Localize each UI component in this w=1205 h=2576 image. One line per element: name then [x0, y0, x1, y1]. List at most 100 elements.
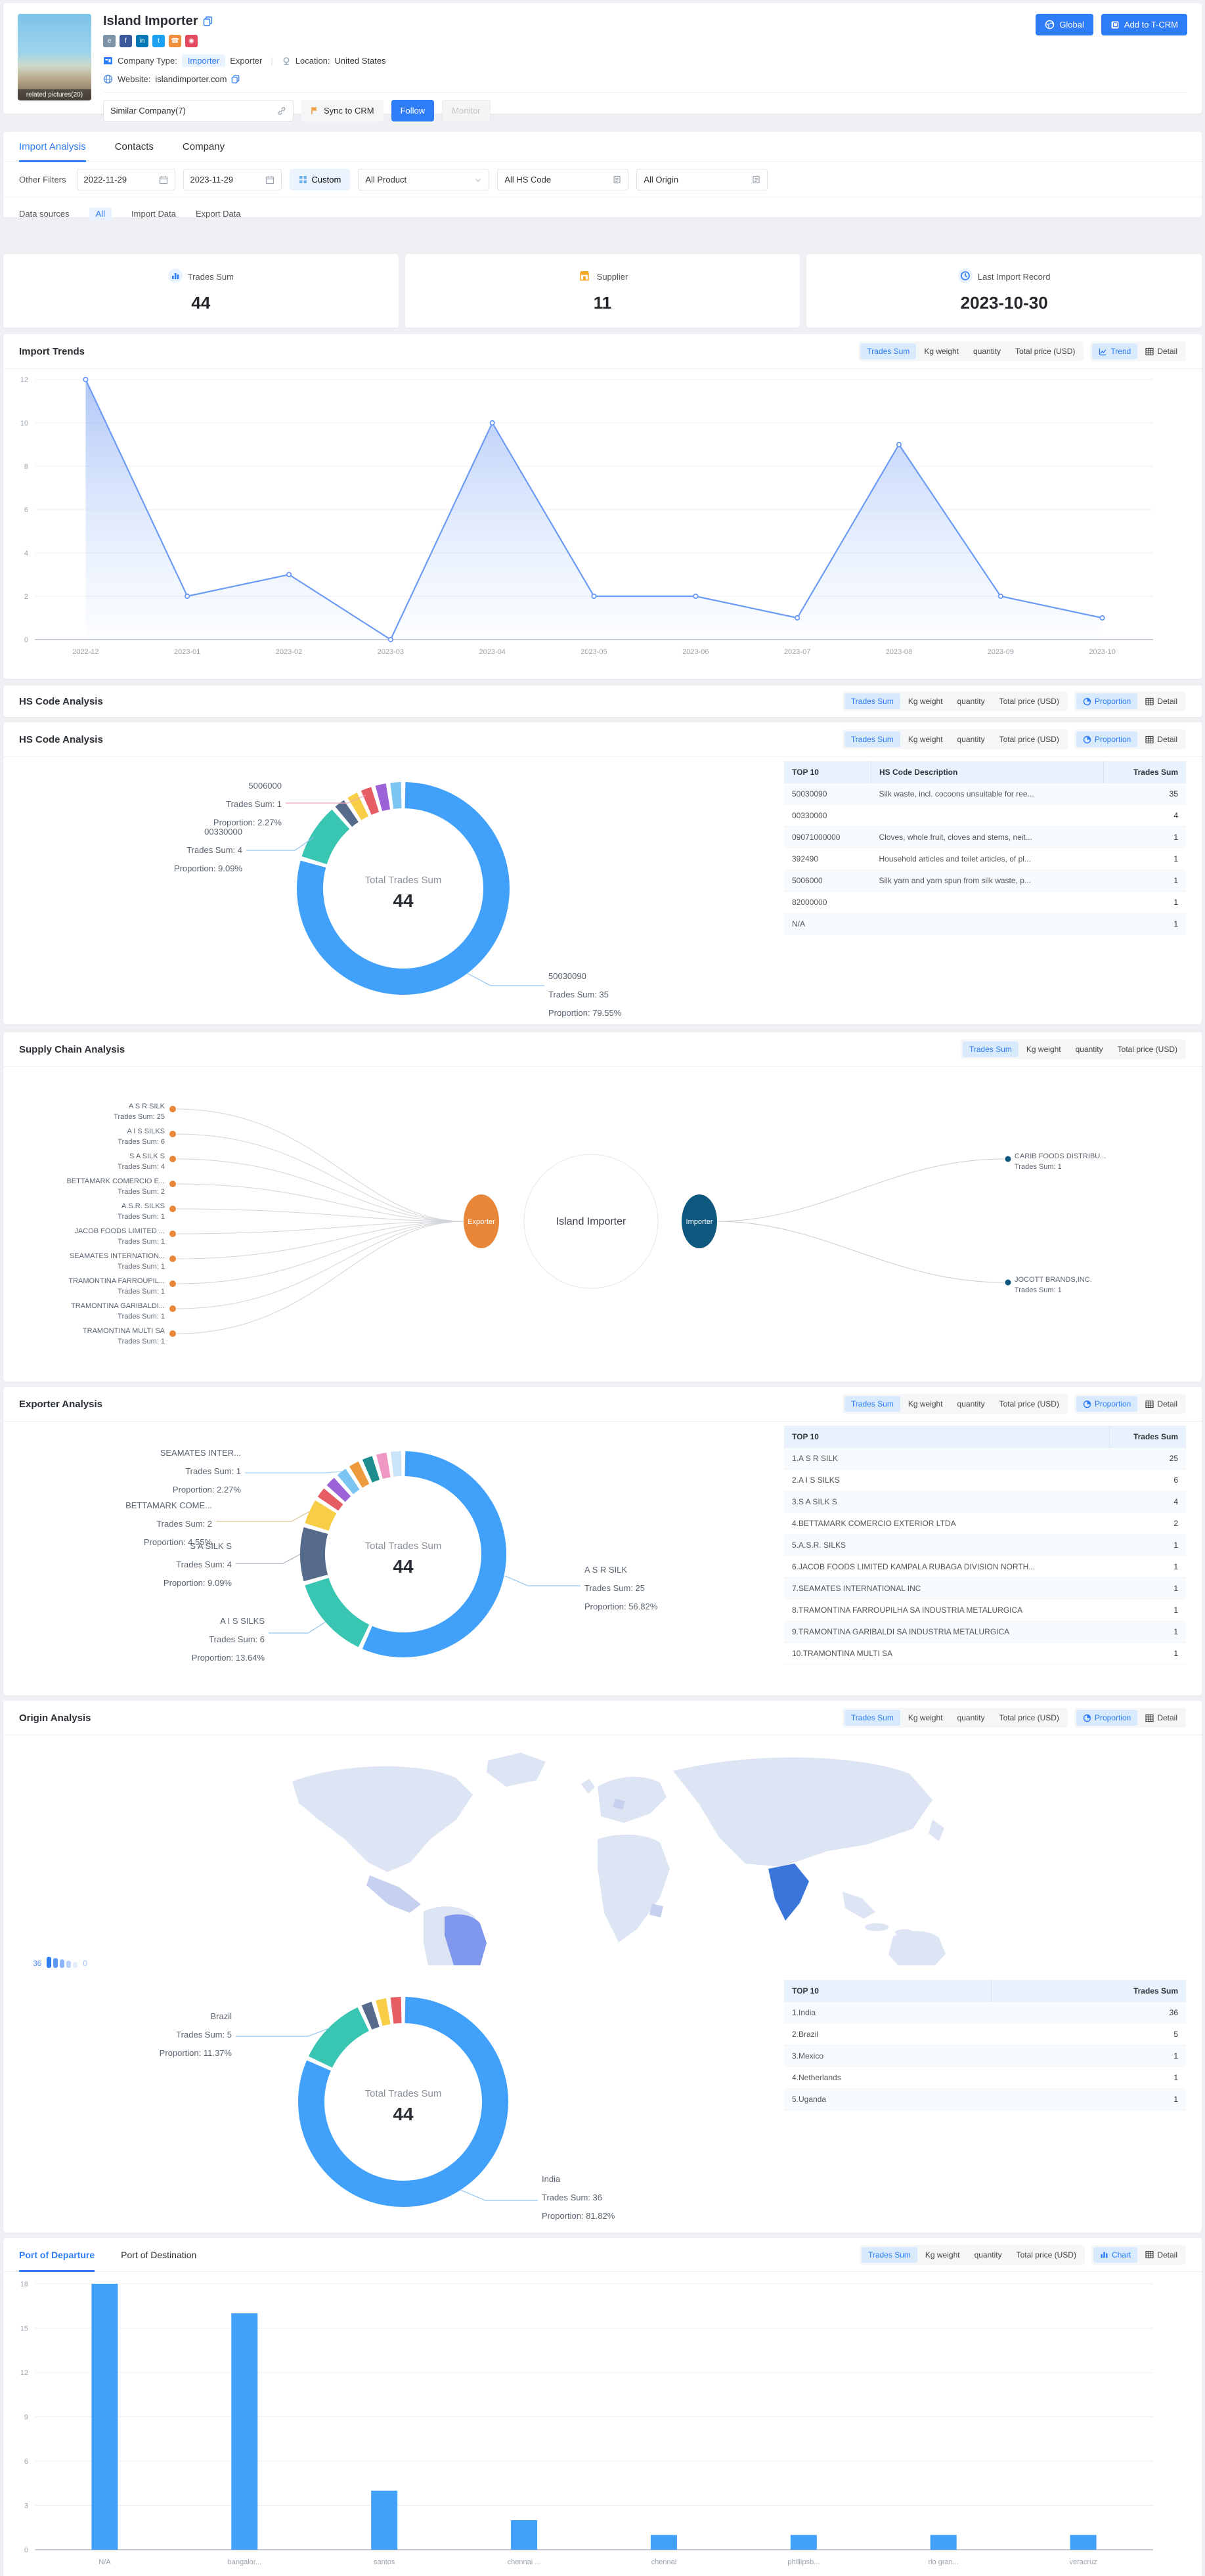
date-from-input[interactable]: 2022-11-29 [76, 169, 175, 190]
exporter-node-dot[interactable] [169, 1231, 176, 1237]
donut-segment[interactable] [301, 809, 350, 865]
bar-N/A[interactable] [91, 2284, 118, 2550]
data-point[interactable] [489, 420, 495, 426]
tab-port-of-departure[interactable]: Port of Departure [19, 2238, 95, 2272]
donut-segment[interactable] [361, 787, 380, 816]
add-to-tcrm-button[interactable]: Add to T-CRM [1101, 14, 1187, 35]
metric-quantity[interactable]: quantity [951, 731, 992, 747]
view-detail-button[interactable]: Detail [1139, 693, 1184, 709]
data-source-import-data[interactable]: Import Data [131, 208, 176, 219]
data-source-all[interactable]: All [89, 207, 112, 220]
metric-quantity[interactable]: quantity [951, 693, 992, 709]
company-photo[interactable]: related pictures(20) [18, 14, 91, 100]
copy-icon[interactable] [203, 16, 213, 26]
view-proportion-button[interactable]: Proportion [1076, 693, 1138, 709]
view-detail-button[interactable]: Detail [1139, 1710, 1184, 1726]
ports-bar-chart[interactable]: 0 3 6 9 12 15 18 N/A bangalor... santos chennai ..… [3, 2272, 1172, 2576]
instagram-icon[interactable]: ◉ [185, 35, 198, 47]
metric-trades-sum[interactable]: Trades Sum [844, 693, 900, 709]
table-row[interactable]: 4.BETTAMARK COMERCIO EXTERIOR LTDA 2 [784, 1512, 1186, 1535]
browser-icon[interactable]: e [103, 35, 116, 47]
exporter-node-dot[interactable] [169, 1255, 176, 1262]
table-row[interactable]: 9.TRAMONTINA GARIBALDI SA INDUSTRIA META… [784, 1621, 1186, 1643]
metric-kg-weight[interactable]: Kg weight [1020, 1041, 1068, 1057]
table-row[interactable]: 10.TRAMONTINA MULTI SA 1 [784, 1642, 1186, 1665]
table-row[interactable]: 2.A I S SILKS 6 [784, 1469, 1186, 1491]
table-row[interactable]: 6.JACOB FOODS LIMITED KAMPALA RUBAGA DIV… [784, 1556, 1186, 1578]
related-pictures-label[interactable]: related pictures(20) [18, 89, 91, 100]
all-hs-code-select[interactable]: All HS Code [497, 169, 629, 190]
data-point[interactable] [185, 593, 190, 600]
metric-quantity[interactable]: quantity [968, 2247, 1009, 2263]
metric-total-price--usd-[interactable]: Total price (USD) [993, 693, 1066, 709]
view-trend-button[interactable]: Trend [1092, 343, 1138, 359]
view-proportion-button[interactable]: Proportion [1076, 1710, 1138, 1726]
phone-icon[interactable]: ☎ [169, 35, 181, 47]
donut-segment[interactable] [362, 1451, 506, 1657]
map-uganda[interactable] [649, 1904, 663, 1917]
bar-chennai ...[interactable] [511, 2520, 538, 2550]
importer-node-dot[interactable] [1005, 1156, 1011, 1162]
table-row[interactable]: 1.India 36 [784, 2002, 1186, 2024]
data-point[interactable] [591, 593, 597, 600]
exporter-node-dot[interactable] [169, 1280, 176, 1287]
donut-segment[interactable] [376, 1998, 391, 2026]
bar-santos[interactable] [371, 2491, 398, 2550]
metric-total-price--usd-[interactable]: Total price (USD) [993, 1396, 1066, 1412]
map-netherlands[interactable] [613, 1799, 625, 1810]
origin-world-map[interactable] [213, 1742, 975, 2007]
tab-import-analysis[interactable]: Import Analysis [19, 132, 86, 162]
metric-quantity[interactable]: quantity [967, 343, 1007, 359]
metric-kg-weight[interactable]: Kg weight [919, 2247, 967, 2263]
donut-segment[interactable] [300, 1527, 328, 1582]
supply-chain-graph[interactable]: A S R SILK Trades Sum: 25 A I S SILKS Trade… [3, 1067, 1172, 1376]
company-type-importer[interactable]: Importer [181, 55, 226, 67]
metric-kg-weight[interactable]: Kg weight [902, 1396, 950, 1412]
metric-quantity[interactable]: quantity [1069, 1041, 1110, 1057]
data-point[interactable] [387, 636, 393, 643]
table-row[interactable]: 00330000 4 [784, 804, 1186, 827]
copy-website-icon[interactable] [231, 75, 240, 83]
table-row[interactable]: 4.Netherlands 1 [784, 2066, 1186, 2089]
table-row[interactable]: 8.TRAMONTINA FARROUPILHA SA INDUSTRIA ME… [784, 1599, 1186, 1621]
donut-segment[interactable] [335, 800, 359, 827]
data-point[interactable] [83, 376, 89, 383]
metric-total-price--usd-[interactable]: Total price (USD) [993, 731, 1066, 747]
metric-total-price--usd-[interactable]: Total price (USD) [1111, 1041, 1184, 1057]
company-type-exporter[interactable]: Exporter [230, 56, 263, 66]
metric-trades-sum[interactable]: Trades Sum [860, 343, 917, 359]
table-row[interactable]: 3.Mexico 1 [784, 2045, 1186, 2067]
monitor-button[interactable]: Monitor [442, 100, 491, 121]
donut-segment[interactable] [305, 1577, 370, 1648]
donut-segment[interactable] [308, 2007, 370, 2068]
exporter-node-dot[interactable] [169, 1305, 176, 1312]
view-detail-button[interactable]: Detail [1139, 2247, 1184, 2263]
global-button[interactable]: Global [1036, 14, 1093, 35]
data-point[interactable] [896, 441, 902, 448]
bar-rio gran...[interactable] [930, 2535, 957, 2550]
table-row[interactable]: 50030090 Silk waste, incl. cocoons unsuit… [784, 783, 1186, 805]
bar-bangalor...[interactable] [231, 2313, 258, 2550]
map-mexico[interactable] [366, 1875, 421, 1913]
exporter-node-dot[interactable] [169, 1181, 176, 1187]
custom-range-button[interactable]: Custom [289, 169, 351, 190]
donut-segment[interactable] [326, 1477, 351, 1502]
origin-donut-chart[interactable]: Total Trades Sum 44 Brazil Trades Sum: 5 Pro… [19, 1976, 728, 2225]
donut-segment[interactable] [297, 782, 510, 995]
metric-kg-weight[interactable]: Kg weight [902, 1710, 950, 1726]
metric-trades-sum[interactable]: Trades Sum [844, 1710, 900, 1726]
donut-segment[interactable] [298, 1997, 508, 2207]
tab-company[interactable]: Company [182, 141, 225, 152]
follow-button[interactable]: Follow [391, 100, 435, 121]
data-point[interactable] [286, 571, 292, 578]
exporter-node-dot[interactable] [169, 1131, 176, 1137]
donut-segment[interactable] [317, 1488, 343, 1511]
view-proportion-button[interactable]: Proportion [1076, 731, 1138, 747]
exporter-node-dot[interactable] [169, 1156, 176, 1162]
table-row[interactable]: 2.Brazil 5 [784, 2023, 1186, 2045]
donut-segment[interactable] [347, 793, 369, 821]
linkedin-icon[interactable]: in [136, 35, 148, 47]
data-point[interactable] [997, 593, 1003, 600]
metric-trades-sum[interactable]: Trades Sum [844, 1396, 900, 1412]
